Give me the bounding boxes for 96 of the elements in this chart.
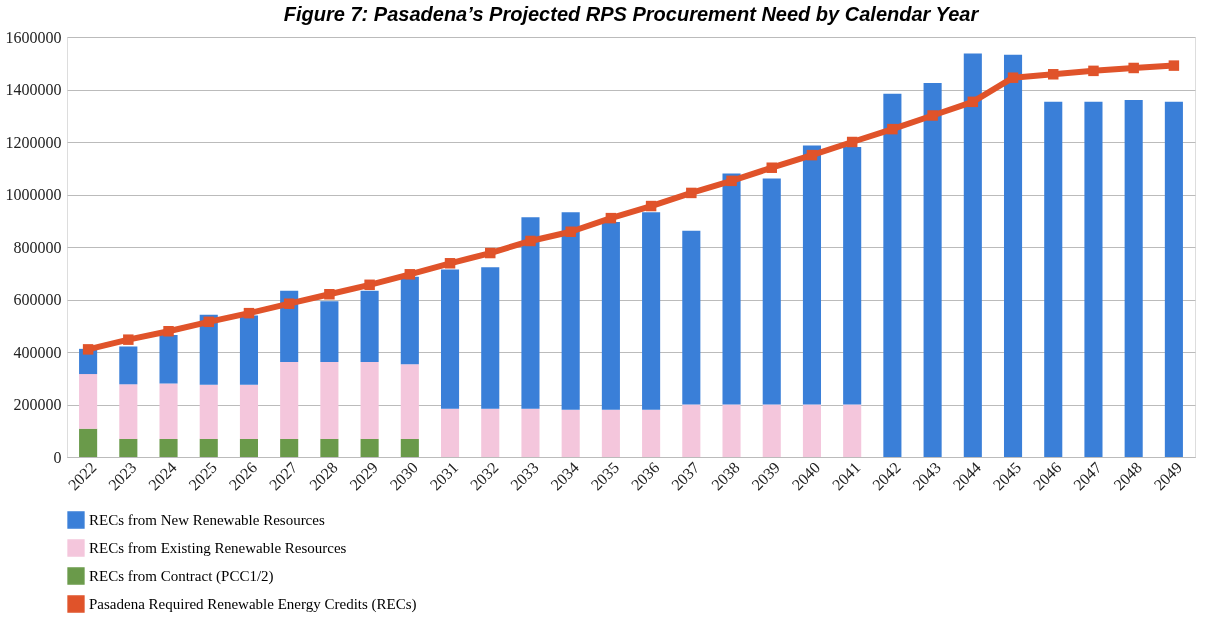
point <box>123 334 134 345</box>
bar <box>79 374 98 429</box>
point <box>726 175 737 187</box>
y-tick-label: 800000 <box>13 238 62 256</box>
y-tick-label: 1200000 <box>5 133 62 151</box>
bar <box>682 404 701 457</box>
bar <box>802 145 822 405</box>
bar <box>159 438 178 457</box>
bar <box>159 334 178 384</box>
point <box>525 235 536 247</box>
bar <box>561 409 580 457</box>
bar <box>843 404 862 457</box>
point <box>404 269 416 280</box>
bar <box>1124 100 1143 457</box>
point <box>766 162 777 173</box>
bar <box>722 173 741 405</box>
point <box>565 226 576 238</box>
bar <box>239 438 259 457</box>
bar <box>320 361 339 439</box>
bar <box>79 428 98 457</box>
y-tick-label: 1400000 <box>5 81 62 98</box>
point <box>324 289 335 300</box>
bar <box>963 53 982 457</box>
bar <box>239 384 259 439</box>
bar <box>119 384 138 439</box>
point <box>283 298 295 309</box>
point <box>243 307 255 319</box>
bar <box>320 438 339 457</box>
chart-title: Figure 7: Pasadena’s Projected RPS Procurement Need by Calendar Year <box>283 3 980 25</box>
bar <box>1084 101 1103 457</box>
bar <box>481 267 500 409</box>
point <box>1048 69 1059 80</box>
bar <box>722 404 741 457</box>
bar <box>440 269 460 409</box>
bar <box>320 301 339 362</box>
point <box>1007 72 1019 83</box>
bar <box>521 408 540 457</box>
bar <box>400 438 419 457</box>
point <box>444 258 456 269</box>
point <box>927 110 938 121</box>
bar <box>199 438 218 457</box>
bar <box>843 146 862 405</box>
point <box>605 212 617 224</box>
bar <box>239 315 259 385</box>
bar <box>923 82 942 457</box>
bar <box>159 383 178 439</box>
bar <box>280 361 299 439</box>
bar <box>1044 101 1063 457</box>
bar <box>762 178 781 405</box>
bar <box>883 93 902 457</box>
point <box>887 123 898 135</box>
point <box>967 96 979 108</box>
bar <box>119 438 138 457</box>
bar <box>280 438 299 457</box>
bar <box>199 384 218 439</box>
bar <box>400 364 419 439</box>
bar <box>521 217 540 409</box>
point <box>645 200 657 212</box>
y-tick-label: 200000 <box>13 396 62 413</box>
legend-label: RECs from Contract (PCC1/2) <box>89 568 274 585</box>
point <box>806 149 818 161</box>
bar <box>481 408 500 457</box>
point <box>1128 62 1139 74</box>
bar <box>802 404 822 457</box>
bar <box>762 404 781 457</box>
y-tick-label: 400000 <box>13 343 62 361</box>
bar <box>360 438 379 457</box>
legend-label: Pasadena Required Renewable Energy Credits (RECs) <box>89 596 417 613</box>
bar <box>561 212 580 410</box>
bar <box>119 346 138 385</box>
bar <box>601 409 620 457</box>
point <box>846 136 858 148</box>
bar <box>440 408 460 457</box>
bar <box>682 230 701 405</box>
bar <box>360 361 379 439</box>
point <box>163 326 174 337</box>
point <box>485 247 496 259</box>
bar <box>360 290 379 362</box>
y-tick-label: 600000 <box>13 291 62 308</box>
bar <box>1003 54 1023 457</box>
y-tick-label: 1600000 <box>5 28 62 46</box>
legend-label: RECs from New Renewable Resources <box>89 512 325 528</box>
point <box>364 279 375 291</box>
legend-label: RECs from Existing Renewable Resources <box>89 540 347 556</box>
point <box>1088 65 1099 77</box>
bar <box>1164 101 1183 457</box>
bar <box>400 276 419 365</box>
point <box>686 187 697 199</box>
bar <box>642 409 661 457</box>
y-tick-label: 1000000 <box>5 186 62 203</box>
point <box>1168 60 1180 71</box>
y-tick-label: 0 <box>53 448 62 466</box>
point <box>82 344 94 355</box>
point <box>203 316 214 328</box>
bar <box>601 222 620 410</box>
bar <box>642 212 661 410</box>
